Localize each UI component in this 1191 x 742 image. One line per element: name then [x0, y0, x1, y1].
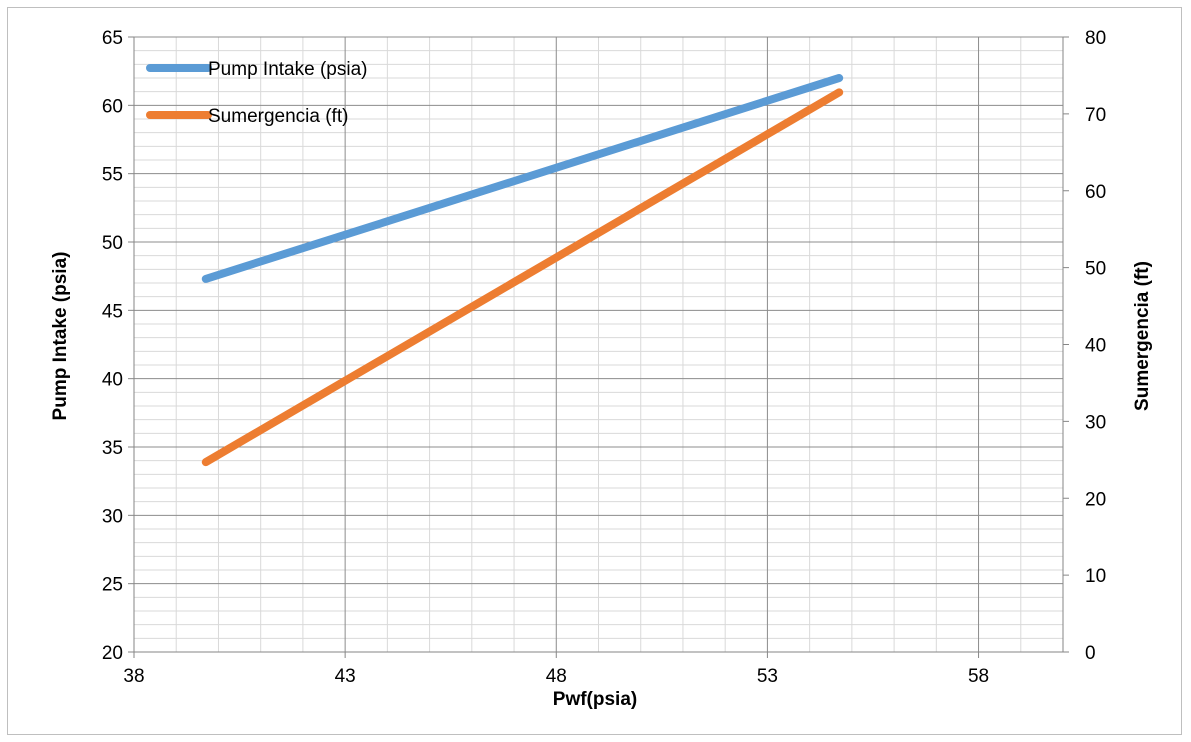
y2-tick-label: 0 — [1085, 643, 1096, 664]
chart-frame — [7, 7, 1182, 735]
series-line-0 — [201, 74, 844, 283]
x-tick-label: 58 — [968, 666, 989, 687]
y-tick-label: 20 — [102, 643, 123, 664]
y2-axis-title: Sumergencia (ft) — [1132, 261, 1153, 411]
y-tick-label: 30 — [102, 506, 123, 527]
y-axis-title: Pump Intake (psia) — [50, 252, 71, 421]
y2-tick-label: 20 — [1085, 489, 1106, 510]
y2-tick-label: 40 — [1085, 336, 1106, 357]
y-tick-label: 45 — [102, 301, 123, 322]
minor-gridlines — [134, 37, 1063, 652]
y-tick-label: 40 — [102, 370, 123, 391]
x-tick-label: 38 — [123, 666, 144, 687]
y-tick-label: 55 — [102, 165, 123, 186]
y2-tick-label: 10 — [1085, 566, 1106, 587]
y2-tick-label: 70 — [1085, 105, 1106, 126]
y-tick-label: 50 — [102, 233, 123, 254]
legend-label-1: Sumergencia (ft) — [208, 106, 348, 127]
y-tick-label: 65 — [102, 28, 123, 49]
x-tick-label: 48 — [546, 666, 567, 687]
legend: Pump Intake (psia) Sumergencia (ft) — [146, 59, 367, 127]
y-tick-label: 35 — [102, 438, 123, 459]
tick-labels: 38 43 48 53 58 20 25 30 35 40 45 50 55 60 65 0 10 20 30 40 5… — [102, 28, 1106, 687]
series-line-1 — [201, 88, 844, 467]
legend-label-0: Pump Intake (psia) — [208, 59, 367, 80]
y-tick-label: 60 — [102, 96, 123, 117]
y2-tick-label: 50 — [1085, 259, 1106, 280]
y2-tick-label: 60 — [1085, 182, 1106, 203]
series-lines — [201, 74, 844, 467]
axes — [128, 36, 1069, 658]
y2-tick-label: 80 — [1085, 28, 1106, 49]
y2-tick-label: 30 — [1085, 412, 1106, 433]
x-tick-label: 53 — [757, 666, 778, 687]
x-axis-title: Pwf(psia) — [553, 689, 637, 710]
y-tick-label: 25 — [102, 575, 123, 596]
x-tick-label: 43 — [335, 666, 356, 687]
